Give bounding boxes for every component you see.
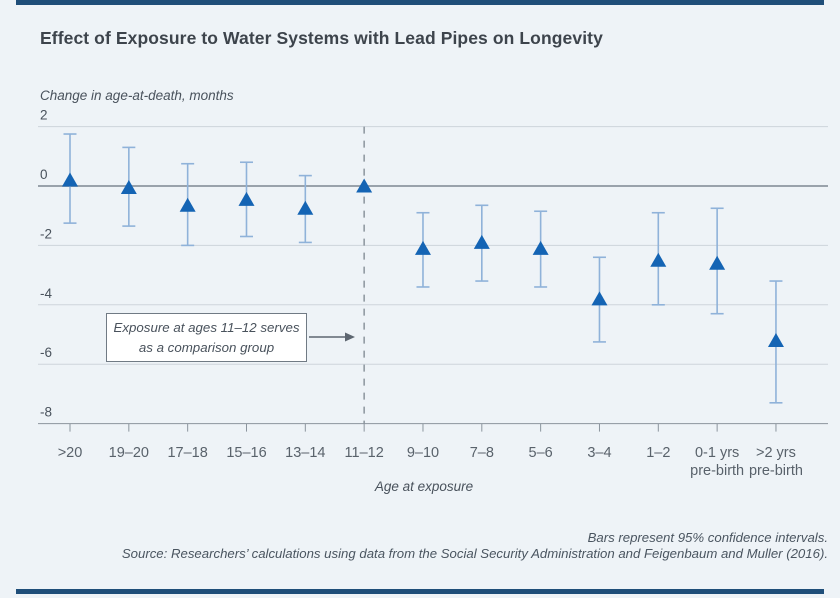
data-point-marker: [767, 332, 784, 347]
y-axis-title: Change in age-at-death, months: [40, 88, 234, 103]
chart-footnotes: Bars represent 95% confidence intervals.…: [12, 530, 828, 561]
y-tick-label: 0: [40, 167, 48, 182]
data-point-marker: [356, 178, 373, 193]
y-tick-label: -8: [40, 405, 52, 420]
data-point-marker: [238, 191, 255, 206]
data-point-marker: [709, 255, 726, 270]
data-point-marker: [532, 240, 549, 255]
y-tick-label: -6: [40, 345, 52, 360]
x-tick-label: 15–16: [226, 445, 266, 461]
confidence-interval-note: Bars represent 95% confidence intervals.: [587, 530, 828, 545]
data-point-marker: [120, 179, 137, 194]
chart-title: Effect of Exposure to Water Systems with…: [40, 28, 603, 48]
source-note: Source: Researchers’ calculations using …: [121, 545, 828, 561]
x-tick-label: 17–18: [167, 445, 207, 461]
x-tick-label: >2 yrs: [756, 445, 796, 461]
y-tick-label: 2: [40, 108, 48, 123]
data-point-marker: [591, 291, 608, 306]
y-tick-label: -4: [40, 286, 52, 301]
annotation-line2: as a comparison group: [138, 339, 275, 355]
x-tick-label: 1–2: [646, 445, 670, 461]
x-tick-label: >20: [58, 445, 83, 461]
x-tick-label: pre-birth: [749, 463, 803, 479]
x-tick-label: 11–12: [345, 445, 384, 461]
top-accent-bar: [16, 0, 824, 5]
x-tick-label: 13–14: [285, 445, 325, 461]
x-tick-label: 19–20: [109, 445, 149, 461]
data-point-marker: [179, 197, 196, 212]
annotation-arrow-head: [345, 332, 355, 342]
x-tick-label: pre-birth: [690, 463, 744, 479]
bottom-accent-bar: [16, 589, 824, 594]
data-point-marker: [414, 240, 431, 255]
data-point-marker: [62, 172, 78, 187]
data-point-marker: [650, 252, 667, 267]
x-tick-label: 7–8: [470, 445, 494, 461]
x-tick-label: 9–10: [407, 445, 439, 461]
data-point-marker: [297, 200, 314, 215]
x-axis-title: Age at exposure: [374, 479, 473, 494]
annotation-box: Exposure at ages 11–12 serves as a compa…: [106, 313, 307, 362]
x-tick-label: 3–4: [587, 445, 611, 461]
annotation-line1: Exposure at ages 11–12 serves: [113, 320, 300, 336]
data-point-marker: [473, 234, 490, 249]
x-tick-label: 5–6: [529, 445, 553, 461]
y-tick-label: -2: [40, 226, 52, 241]
x-tick-label: 0-1 yrs: [695, 445, 739, 461]
